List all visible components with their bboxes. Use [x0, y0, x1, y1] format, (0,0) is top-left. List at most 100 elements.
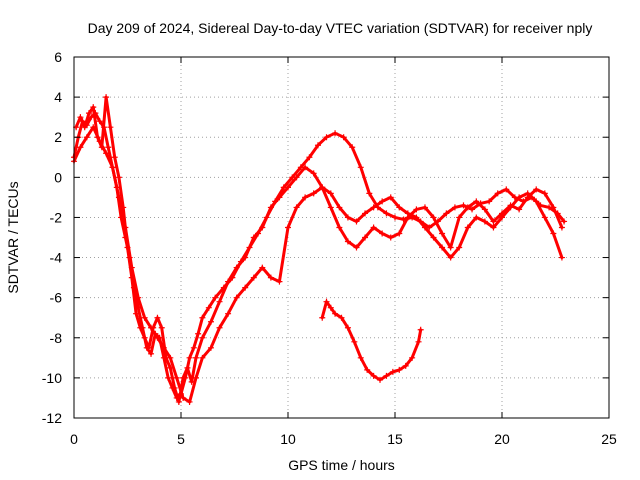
data-point [105, 144, 112, 151]
data-point [306, 154, 313, 161]
data-point [421, 224, 428, 231]
data-point [167, 354, 174, 361]
series-track-a [71, 110, 568, 401]
data-point [421, 204, 428, 211]
data-point [327, 190, 334, 197]
data-point [499, 214, 505, 221]
data-point [344, 214, 351, 221]
data-point [392, 214, 398, 221]
data-point [323, 134, 330, 141]
data-point [370, 224, 377, 231]
series-track-c [71, 124, 565, 405]
data-point [357, 164, 364, 171]
series-trace [320, 300, 423, 382]
data-point [417, 326, 424, 333]
data-point [370, 372, 377, 379]
data-point [409, 354, 416, 361]
data-point [366, 190, 373, 197]
data-point [451, 204, 458, 211]
data-point [323, 298, 330, 305]
data-point [396, 204, 403, 211]
data-point [154, 314, 161, 321]
data-point [158, 324, 165, 331]
data-point [503, 186, 510, 193]
data-point [481, 218, 488, 225]
data-point [207, 318, 214, 325]
data-point [195, 330, 202, 337]
data-point [490, 224, 497, 231]
data-point [430, 234, 437, 241]
x-tick-label: 20 [494, 431, 510, 447]
data-point [141, 314, 148, 321]
data-point [516, 206, 523, 213]
data-point [96, 118, 103, 125]
x-tick-label: 5 [177, 431, 185, 447]
data-point [430, 214, 437, 221]
data-point [319, 314, 326, 321]
data-point [464, 224, 471, 231]
data-point [533, 186, 540, 193]
data-point [507, 204, 514, 211]
data-point [77, 114, 84, 121]
data-point [338, 314, 345, 321]
data-point [302, 164, 309, 171]
series-trace [72, 111, 566, 400]
data-point [267, 204, 274, 211]
data-point [250, 234, 257, 241]
data-point [353, 218, 360, 225]
data-point [141, 334, 148, 341]
data-point [362, 210, 369, 217]
data-point [447, 244, 454, 251]
data-point [242, 284, 249, 291]
x-tick-label: 0 [70, 431, 78, 447]
x-tick-label: 25 [601, 431, 617, 447]
data-point [332, 310, 339, 317]
data-point [447, 254, 454, 261]
data-point [460, 202, 467, 209]
data-point [225, 310, 232, 317]
data-point [135, 294, 142, 301]
data-point [336, 224, 343, 231]
data-point [558, 224, 565, 231]
data-point [285, 224, 291, 231]
data-point [404, 210, 411, 217]
x-tick-label: 10 [280, 431, 296, 447]
data-point [148, 324, 155, 331]
data-point [160, 344, 167, 351]
data-point [344, 238, 351, 245]
data-point [413, 214, 420, 221]
data-point [402, 362, 409, 369]
data-point [396, 366, 403, 373]
data-point [186, 398, 193, 405]
data-point [541, 190, 548, 197]
data-point [212, 294, 219, 301]
data-point [216, 324, 223, 331]
data-point [314, 142, 321, 149]
data-point [205, 304, 212, 311]
data-point [233, 264, 240, 271]
y-tick-label: -2 [50, 209, 63, 225]
data-point [90, 104, 97, 111]
data-point [148, 350, 155, 357]
data-point [558, 254, 565, 261]
data-point [111, 154, 118, 161]
y-tick-label: -12 [42, 410, 62, 426]
data-point [96, 138, 103, 145]
data-point [344, 324, 351, 331]
data-point [267, 274, 274, 281]
data-point [192, 354, 199, 361]
data-point [396, 230, 403, 237]
data-point [171, 384, 178, 391]
data-point [145, 344, 152, 351]
data-point [353, 244, 360, 251]
y-tick-label: -6 [50, 290, 63, 306]
data-point [90, 124, 97, 131]
data-point [383, 372, 390, 379]
data-point [377, 376, 384, 383]
data-point [340, 134, 347, 141]
data-point [133, 310, 140, 317]
data-point [207, 344, 214, 351]
data-point [276, 278, 283, 285]
data-point [175, 398, 182, 405]
